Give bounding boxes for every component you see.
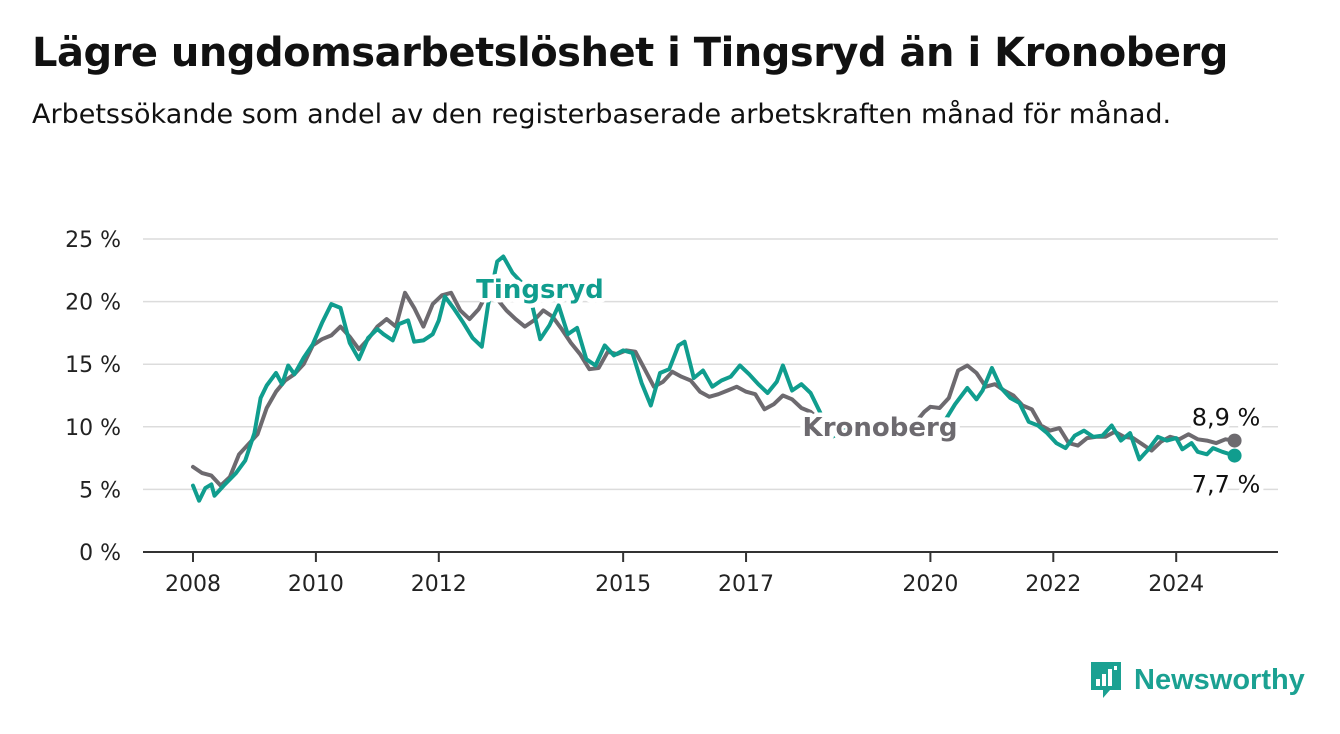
end-value-label-tingsryd: 7,7 % [1192,471,1261,499]
kronoberg-end-marker [1227,433,1242,448]
y-tick-label: 20 % [65,291,121,316]
gridlines [143,238,1278,491]
brand-name: Newsworthy [1134,663,1305,696]
newsworthy-logo-icon [1091,662,1121,698]
y-tick-label: 0 % [79,541,121,566]
chart-subtitle: Arbetssökande som andel av den registerb… [32,99,1172,130]
chart-title: Lägre ungdomsarbetslöshet i Tingsryd än … [32,30,1228,76]
kronoberg-line [191,289,1237,488]
x-tick-label: 2022 [1025,572,1081,597]
series-label-tingsryd: Tingsryd [476,275,604,305]
x-tick-label: 2024 [1148,572,1204,597]
x-tick-label: 2008 [165,572,221,597]
axes: 0 % 5 % 10 % 15 % 20 % 25 % 2008 2010 2012 2015 20… [65,228,1278,597]
x-tick-label: 2012 [411,572,467,597]
tingsryd-end-marker [1227,448,1242,463]
x-tick-label: 2015 [595,572,651,597]
x-tick-label: 2017 [718,572,774,597]
end-value-label-kronoberg: 8,9 % [1192,404,1261,432]
x-tick-label: 2010 [288,572,344,597]
y-tick-label: 25 % [65,228,121,253]
y-tick-label: 10 % [65,416,121,441]
series-label-kronoberg: Kronoberg [803,413,958,443]
x-tick-label: 2020 [902,572,958,597]
y-tick-label: 15 % [65,353,121,378]
series-labels: Tingsryd Kronoberg 8,9 % 7,7 % [472,271,1265,504]
y-tick-label: 5 % [79,478,121,503]
brand-logo: Newsworthy [1088,660,1305,700]
tingsryd-line [191,254,1237,503]
series-lines [191,254,1242,503]
